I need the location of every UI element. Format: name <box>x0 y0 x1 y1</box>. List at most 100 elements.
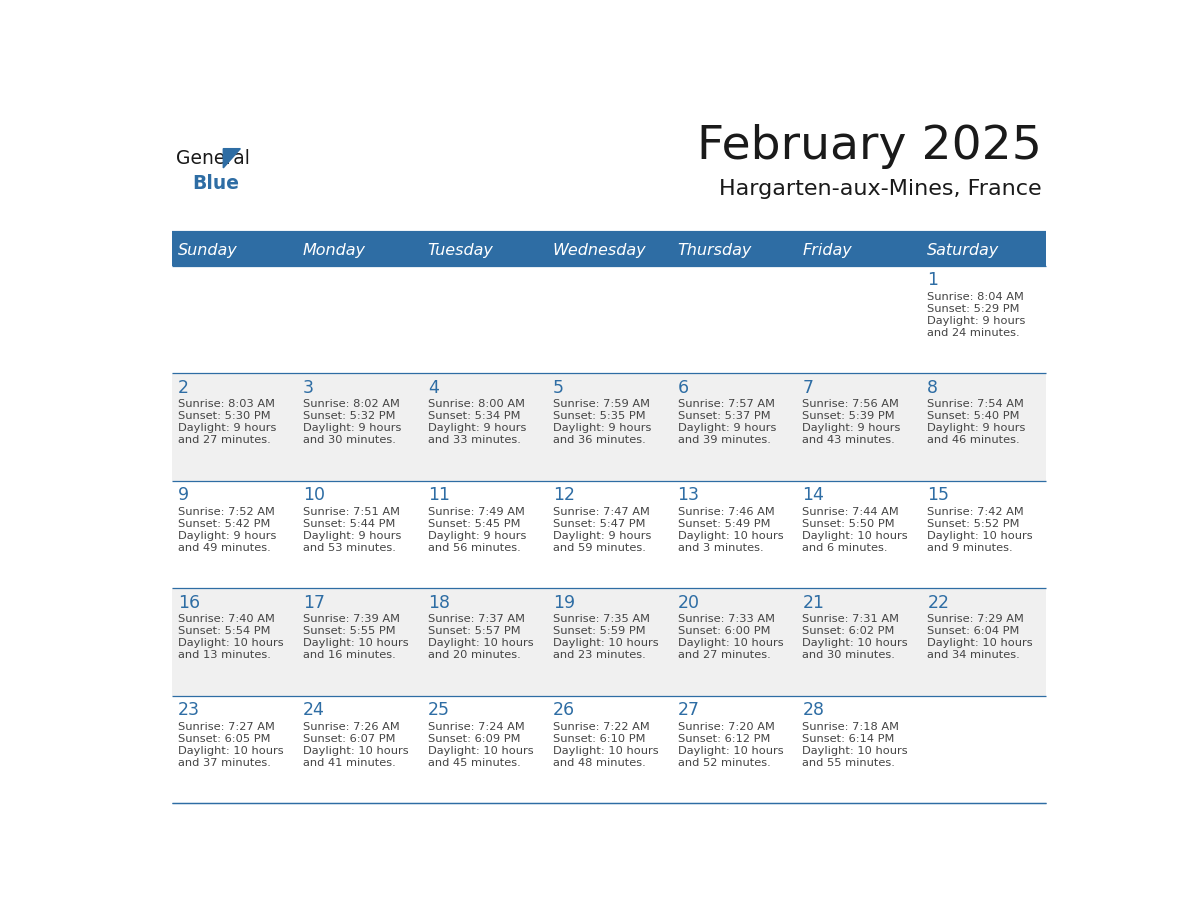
Text: Sunset: 5:35 PM: Sunset: 5:35 PM <box>552 411 645 421</box>
Text: Sunrise: 7:57 AM: Sunrise: 7:57 AM <box>677 399 775 409</box>
Text: Sunrise: 7:35 AM: Sunrise: 7:35 AM <box>552 614 650 624</box>
Text: Sunset: 5:42 PM: Sunset: 5:42 PM <box>178 519 271 529</box>
Text: and 52 minutes.: and 52 minutes. <box>677 757 770 767</box>
Text: 15: 15 <box>928 486 949 504</box>
Text: Sunset: 5:57 PM: Sunset: 5:57 PM <box>428 626 520 636</box>
Text: and 37 minutes.: and 37 minutes. <box>178 757 271 767</box>
Text: 16: 16 <box>178 594 200 611</box>
Text: 1: 1 <box>928 271 939 289</box>
Text: and 41 minutes.: and 41 minutes. <box>303 757 396 767</box>
Text: Sunrise: 7:47 AM: Sunrise: 7:47 AM <box>552 507 650 517</box>
Bar <box>546 265 671 374</box>
Text: Daylight: 10 hours: Daylight: 10 hours <box>677 531 783 541</box>
Text: Sunset: 6:09 PM: Sunset: 6:09 PM <box>428 733 520 744</box>
Text: Daylight: 9 hours: Daylight: 9 hours <box>677 423 776 433</box>
Bar <box>422 588 546 696</box>
Text: and 30 minutes.: and 30 minutes. <box>802 650 896 660</box>
Text: Sunrise: 8:03 AM: Sunrise: 8:03 AM <box>178 399 274 409</box>
Text: Daylight: 10 hours: Daylight: 10 hours <box>428 638 533 648</box>
Bar <box>297 265 422 374</box>
Bar <box>671 235 796 265</box>
Text: Sunset: 6:02 PM: Sunset: 6:02 PM <box>802 626 895 636</box>
Text: Sunrise: 7:29 AM: Sunrise: 7:29 AM <box>928 614 1024 624</box>
Bar <box>671 588 796 696</box>
Text: February 2025: February 2025 <box>697 124 1042 169</box>
Text: Sunset: 6:12 PM: Sunset: 6:12 PM <box>677 733 770 744</box>
Bar <box>921 696 1045 803</box>
Text: Daylight: 9 hours: Daylight: 9 hours <box>428 423 526 433</box>
Bar <box>671 481 796 588</box>
Bar <box>921 481 1045 588</box>
Text: 21: 21 <box>802 594 824 611</box>
Bar <box>297 235 422 265</box>
Text: and 55 minutes.: and 55 minutes. <box>802 757 896 767</box>
Text: Sunset: 6:10 PM: Sunset: 6:10 PM <box>552 733 645 744</box>
Text: Daylight: 9 hours: Daylight: 9 hours <box>303 531 402 541</box>
Bar <box>422 481 546 588</box>
Text: Sunset: 6:14 PM: Sunset: 6:14 PM <box>802 733 895 744</box>
Text: 26: 26 <box>552 701 575 719</box>
Text: and 39 minutes.: and 39 minutes. <box>677 435 770 445</box>
Text: Tuesday: Tuesday <box>428 242 494 258</box>
Bar <box>921 265 1045 374</box>
Text: 28: 28 <box>802 701 824 719</box>
Text: 14: 14 <box>802 486 824 504</box>
Text: Sunset: 5:45 PM: Sunset: 5:45 PM <box>428 519 520 529</box>
Text: Daylight: 9 hours: Daylight: 9 hours <box>928 316 1025 326</box>
Text: Blue: Blue <box>192 174 240 194</box>
Text: 24: 24 <box>303 701 324 719</box>
Text: Sunset: 6:04 PM: Sunset: 6:04 PM <box>928 626 1019 636</box>
Text: Daylight: 10 hours: Daylight: 10 hours <box>928 531 1032 541</box>
Text: Wednesday: Wednesday <box>552 242 646 258</box>
Text: Sunrise: 7:22 AM: Sunrise: 7:22 AM <box>552 722 650 732</box>
Text: and 3 minutes.: and 3 minutes. <box>677 543 763 553</box>
Text: Daylight: 9 hours: Daylight: 9 hours <box>178 531 277 541</box>
Text: Daylight: 10 hours: Daylight: 10 hours <box>428 745 533 756</box>
Text: and 56 minutes.: and 56 minutes. <box>428 543 520 553</box>
Text: Daylight: 10 hours: Daylight: 10 hours <box>677 638 783 648</box>
Text: and 27 minutes.: and 27 minutes. <box>178 435 271 445</box>
Text: Sunrise: 8:02 AM: Sunrise: 8:02 AM <box>303 399 399 409</box>
Text: and 20 minutes.: and 20 minutes. <box>428 650 520 660</box>
Text: and 45 minutes.: and 45 minutes. <box>428 757 520 767</box>
Text: Sunrise: 7:44 AM: Sunrise: 7:44 AM <box>802 507 899 517</box>
Text: and 24 minutes.: and 24 minutes. <box>928 328 1020 338</box>
Text: 22: 22 <box>928 594 949 611</box>
Bar <box>546 481 671 588</box>
Text: Sunset: 5:47 PM: Sunset: 5:47 PM <box>552 519 645 529</box>
Bar <box>671 374 796 481</box>
Text: Sunrise: 7:31 AM: Sunrise: 7:31 AM <box>802 614 899 624</box>
Text: Sunrise: 7:18 AM: Sunrise: 7:18 AM <box>802 722 899 732</box>
Text: Sunset: 5:34 PM: Sunset: 5:34 PM <box>428 411 520 421</box>
Text: Sunset: 6:07 PM: Sunset: 6:07 PM <box>303 733 396 744</box>
Text: and 59 minutes.: and 59 minutes. <box>552 543 645 553</box>
Text: Daylight: 10 hours: Daylight: 10 hours <box>677 745 783 756</box>
Bar <box>546 696 671 803</box>
Text: Sunset: 5:30 PM: Sunset: 5:30 PM <box>178 411 271 421</box>
Bar <box>546 588 671 696</box>
Text: 3: 3 <box>303 378 314 397</box>
Text: and 16 minutes.: and 16 minutes. <box>303 650 396 660</box>
Text: 7: 7 <box>802 378 814 397</box>
Text: Daylight: 10 hours: Daylight: 10 hours <box>303 638 409 648</box>
Text: Sunset: 5:49 PM: Sunset: 5:49 PM <box>677 519 770 529</box>
Text: Sunset: 5:29 PM: Sunset: 5:29 PM <box>928 304 1019 314</box>
Bar <box>671 696 796 803</box>
Text: Daylight: 10 hours: Daylight: 10 hours <box>802 745 908 756</box>
Text: Daylight: 10 hours: Daylight: 10 hours <box>552 638 658 648</box>
Text: Sunrise: 7:56 AM: Sunrise: 7:56 AM <box>802 399 899 409</box>
Text: Daylight: 9 hours: Daylight: 9 hours <box>552 531 651 541</box>
Text: Sunset: 6:00 PM: Sunset: 6:00 PM <box>677 626 770 636</box>
Bar <box>546 374 671 481</box>
Bar <box>796 374 921 481</box>
Text: Daylight: 10 hours: Daylight: 10 hours <box>928 638 1032 648</box>
Text: 8: 8 <box>928 378 939 397</box>
Text: Daylight: 9 hours: Daylight: 9 hours <box>428 531 526 541</box>
Text: 11: 11 <box>428 486 450 504</box>
Bar <box>172 265 297 374</box>
Text: Sunrise: 7:49 AM: Sunrise: 7:49 AM <box>428 507 525 517</box>
Bar <box>796 696 921 803</box>
Text: Sunrise: 7:37 AM: Sunrise: 7:37 AM <box>428 614 525 624</box>
Text: Sunset: 5:40 PM: Sunset: 5:40 PM <box>928 411 1019 421</box>
Bar <box>921 235 1045 265</box>
